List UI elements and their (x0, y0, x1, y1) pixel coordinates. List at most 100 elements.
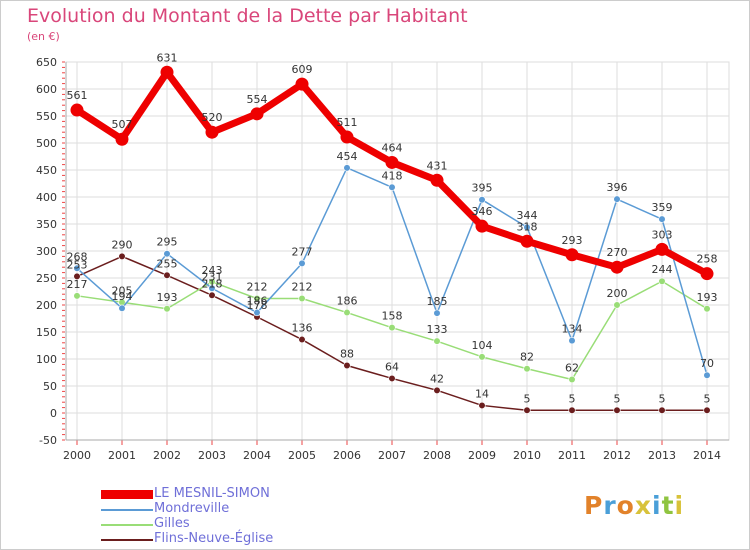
data-point (298, 335, 306, 344)
data-point (523, 365, 531, 373)
proxiti-logo: Proxiti (584, 491, 684, 520)
y-tick-label: 500 (36, 137, 57, 150)
x-tick-label: 2006 (333, 449, 361, 462)
data-point (613, 301, 621, 309)
data-label: 318 (517, 220, 538, 233)
data-point (565, 248, 579, 262)
data-label: 290 (112, 238, 133, 251)
data-label: 82 (520, 351, 534, 364)
data-label: 64 (385, 360, 399, 373)
data-point (163, 271, 171, 279)
y-tick-label: 150 (36, 326, 57, 339)
data-label: 178 (247, 299, 268, 312)
data-label: 231 (202, 270, 223, 283)
data-point (610, 260, 624, 274)
data-label: 5 (569, 392, 576, 405)
data-point (343, 308, 351, 317)
data-label: 104 (472, 339, 493, 352)
data-label: 344 (517, 209, 538, 222)
y-tick-label: 650 (36, 56, 57, 69)
x-tick-label: 2011 (558, 449, 586, 462)
legend-swatch (101, 490, 153, 499)
data-point (343, 164, 351, 172)
legend-swatch (101, 539, 153, 541)
legend: LE MESNIL-SIMON Mondreville Gilles Flins-Ne… (101, 486, 401, 547)
data-label: 70 (700, 357, 714, 370)
data-label: 253 (67, 258, 88, 271)
data-point (700, 267, 714, 281)
legend-item: Mondreville (101, 501, 401, 518)
data-point (70, 103, 84, 117)
data-label: 255 (157, 257, 178, 270)
data-point (433, 309, 441, 317)
y-tick-label: 550 (36, 110, 57, 123)
data-label: 295 (157, 236, 178, 249)
y-tick-label: 200 (36, 299, 57, 312)
data-label: 609 (292, 63, 313, 76)
x-tick-label: 2003 (198, 449, 226, 462)
data-point (388, 183, 396, 191)
data-point (73, 264, 81, 272)
x-tick-label: 2000 (63, 449, 91, 462)
x-tick-label: 2010 (513, 449, 541, 462)
data-point (433, 386, 441, 394)
data-label: 133 (427, 323, 448, 336)
data-point (658, 215, 666, 223)
y-tick-label: -50 (39, 434, 57, 447)
data-label: 270 (607, 246, 628, 259)
data-point (478, 196, 486, 204)
data-label: 88 (340, 347, 354, 360)
x-tick-label: 2013 (648, 449, 676, 462)
x-tick-label: 2007 (378, 449, 406, 462)
data-label: 5 (614, 392, 621, 405)
legend-swatch (101, 524, 153, 526)
data-point (298, 294, 306, 303)
logo-letter: t (661, 491, 675, 520)
data-label: 193 (157, 291, 178, 304)
chart-title: Evolution du Montant de la Dette par Hab… (27, 5, 468, 27)
x-tick-label: 2004 (243, 449, 271, 462)
data-point (658, 406, 666, 414)
data-label: 396 (607, 181, 628, 194)
data-label: 186 (337, 295, 358, 308)
data-label: 454 (337, 150, 358, 163)
data-label: 14 (475, 387, 489, 400)
data-label: 418 (382, 169, 403, 182)
y-tick-label: 0 (50, 407, 57, 420)
data-point (430, 173, 444, 187)
data-point (703, 305, 711, 313)
data-label: 277 (292, 245, 313, 258)
legend-item: Gilles (101, 516, 401, 533)
data-point (118, 252, 126, 260)
data-label: 5 (704, 392, 711, 405)
data-label: 520 (202, 111, 223, 124)
data-label: 5 (524, 392, 531, 405)
data-point (118, 304, 126, 312)
y-tick-label: 50 (43, 380, 57, 393)
data-point (613, 195, 621, 203)
data-point (253, 308, 261, 317)
data-point (343, 361, 351, 370)
data-label: 244 (652, 263, 673, 276)
data-label: 205 (112, 284, 133, 297)
data-label: 507 (112, 118, 133, 131)
data-point (388, 374, 396, 383)
data-label: 42 (430, 372, 444, 385)
data-label: 268 (67, 250, 88, 263)
series-lines (70, 65, 714, 414)
data-label: 193 (697, 291, 718, 304)
data-point (115, 132, 129, 146)
legend-label: Flins-Neuve-Église (154, 531, 274, 546)
x-tick-label: 2014 (693, 449, 721, 462)
data-label: 561 (67, 89, 88, 102)
data-label: 62 (565, 362, 579, 375)
data-label: 243 (202, 264, 223, 277)
data-point (433, 337, 441, 345)
logo-letter: o (616, 491, 635, 520)
data-point (163, 305, 171, 313)
logo-letter: i (652, 491, 662, 520)
data-point (253, 294, 261, 303)
data-point (250, 107, 264, 121)
x-tick-label: 2001 (108, 449, 136, 462)
